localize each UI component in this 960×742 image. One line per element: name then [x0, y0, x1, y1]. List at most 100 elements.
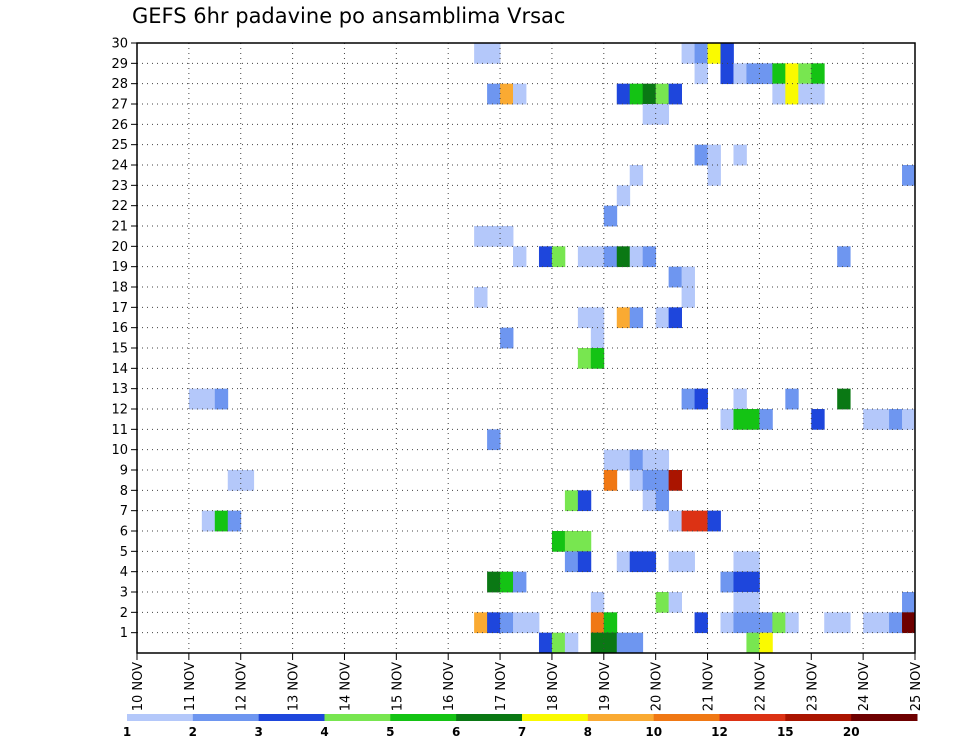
chart-title: GEFS 6hr padavine po ansamblima Vrsac: [132, 4, 566, 28]
heatmap-cell: [603, 246, 618, 268]
heatmap-cell: [603, 470, 618, 491]
heatmap-cell: [616, 551, 631, 573]
x-tick-label: 20 NOV: [650, 662, 665, 711]
y-tick-label: 14: [111, 362, 128, 377]
x-tick-label: 24 NOV: [857, 662, 872, 711]
heatmap-cell: [655, 490, 670, 512]
grid-lines: [137, 43, 915, 653]
heatmap-cell: [824, 612, 838, 634]
heatmap-cell: [746, 592, 760, 613]
heatmap-cell: [487, 612, 501, 634]
heatmap-cell: [642, 83, 657, 105]
x-tick-label: 19 NOV: [598, 662, 613, 711]
heatmap-cell: [733, 63, 747, 85]
heatmap-cell: [694, 510, 708, 532]
heatmap-cell: [551, 632, 566, 654]
heatmap-cell: [513, 83, 527, 105]
heatmap-cell: [603, 205, 618, 227]
heatmap-cell: [733, 571, 747, 593]
heatmap-cell: [577, 531, 592, 552]
heatmap-cell: [201, 510, 216, 532]
legend-swatch: [258, 714, 325, 721]
heatmap-cell: [668, 551, 682, 573]
heatmap-cell: [590, 632, 605, 654]
heatmap-cell: [590, 612, 605, 634]
heatmap-cell: [681, 388, 695, 410]
heatmap-cell: [759, 409, 773, 430]
y-tick-label: 13: [111, 382, 128, 397]
heatmap-cell: [629, 165, 644, 186]
heatmap-cell: [668, 510, 682, 532]
heatmap-cell: [733, 144, 747, 166]
heatmap-cell: [668, 266, 682, 288]
heatmap-cell: [668, 470, 682, 491]
heatmap-cell: [733, 409, 747, 430]
legend-label: 4: [320, 725, 328, 739]
heatmap-cell: [500, 327, 514, 349]
heatmap-cell: [733, 551, 747, 573]
heatmap-cell: [720, 571, 734, 593]
y-tick-label: 3: [120, 586, 128, 601]
heatmap-cell: [837, 388, 851, 410]
legend-swatch: [653, 714, 720, 721]
heatmap-cell: [629, 83, 644, 105]
heatmap-cell: [227, 470, 242, 491]
legend-swatch: [587, 714, 655, 721]
heatmap-cell: [616, 185, 631, 207]
heatmap-cell: [694, 388, 708, 410]
y-tick-label: 23: [111, 179, 128, 194]
y-tick-label: 24: [111, 159, 128, 174]
heatmap-cell: [487, 571, 501, 593]
heatmap-cell: [629, 449, 644, 471]
heatmap-cell: [655, 592, 670, 613]
heatmap-cell: [746, 551, 760, 573]
y-tick-label: 22: [111, 199, 128, 214]
legend-label: 20: [843, 725, 860, 739]
heatmap-cell: [590, 327, 605, 349]
heatmap-cell: [902, 592, 916, 613]
heatmap-cell: [500, 226, 514, 247]
y-tick-label: 29: [111, 57, 128, 72]
heatmap-cell: [746, 571, 760, 593]
y-tick-label: 21: [111, 220, 128, 235]
heatmap-cell: [759, 63, 773, 85]
y-tick-label: 4: [120, 565, 128, 580]
y-tick-label: 9: [120, 464, 128, 479]
heatmap-cell: [720, 409, 734, 430]
x-tick-label: 23 NOV: [805, 662, 820, 711]
heatmap-cell: [707, 510, 721, 532]
heatmap-cell: [538, 246, 553, 268]
heatmap-cell: [668, 83, 682, 105]
heatmap-cell: [902, 409, 916, 430]
heatmap-cell: [590, 307, 605, 329]
heatmap-cell: [746, 612, 760, 634]
heatmap-cell: [694, 144, 708, 166]
heatmap-cell: [629, 246, 644, 268]
y-tick-label: 28: [111, 77, 128, 92]
x-tick-label: 11 NOV: [183, 662, 198, 711]
y-tick-label: 17: [111, 301, 128, 316]
heatmap-cell: [513, 571, 527, 593]
heatmap-cell: [668, 307, 682, 329]
x-tick-label: 21 NOV: [702, 662, 717, 711]
heatmap-cell: [526, 612, 540, 634]
heatmap-cell: [681, 551, 695, 573]
heatmap-cell: [603, 612, 618, 634]
heatmap-cell: [785, 612, 799, 634]
heatmap-cells: [188, 43, 916, 654]
y-tick-label: 18: [111, 281, 128, 296]
heatmap-cell: [201, 388, 216, 410]
legend-label: 12: [711, 725, 728, 739]
heatmap-cell: [863, 409, 877, 430]
heatmap-cell: [798, 63, 812, 85]
heatmap-cell: [577, 490, 592, 512]
heatmap-cell: [577, 307, 592, 329]
heatmap-cell: [590, 246, 605, 268]
x-tick-label: 15 NOV: [390, 662, 405, 711]
heatmap-cell: [487, 226, 501, 247]
heatmap-cell: [889, 409, 903, 430]
x-tick-label: 25 NOV: [909, 662, 924, 711]
y-tick-label: 12: [111, 403, 128, 418]
legend-swatch: [127, 714, 194, 721]
